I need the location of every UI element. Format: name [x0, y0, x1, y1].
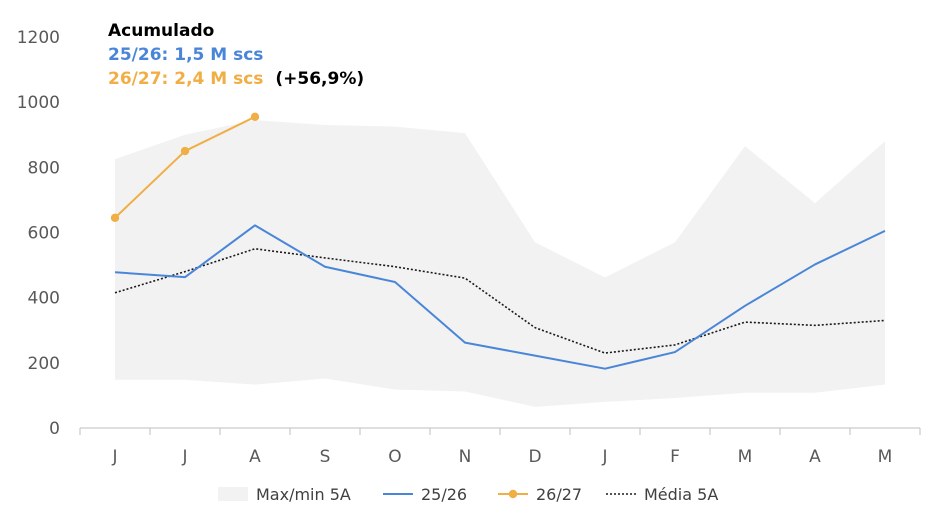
x-tick-label: O — [388, 447, 401, 467]
point-2627 — [180, 146, 190, 156]
legend-label-2627: 26/27 — [536, 485, 582, 504]
series-line-2526 — [114, 224, 886, 370]
x-tick-label: F — [670, 447, 680, 467]
point-2627 — [110, 213, 120, 223]
legend: Max/min 5A 25/26 26/27 Média 5A — [218, 485, 718, 504]
legend-marker-2627 — [508, 489, 518, 499]
accumulated-annotation: Acumulado 25/26: 1,5 M scs 26/27: 2,4 M … — [108, 21, 364, 89]
legend-label-band: Max/min 5A — [256, 485, 351, 504]
point-2627 — [250, 112, 260, 122]
x-tick-label: M — [878, 447, 893, 467]
x-tick-label: M — [738, 447, 753, 467]
y-tick-label: 400 — [28, 289, 60, 309]
x-tick-label: N — [459, 447, 472, 467]
annotation-percent: (+56,9%) — [275, 69, 364, 89]
y-tick-label: 0 — [49, 419, 60, 439]
x-tick-label: J — [111, 447, 117, 467]
legend-label-media-5a: Média 5A — [644, 485, 718, 504]
legend-label-2526: 25/26 — [421, 485, 467, 504]
y-tick-label: 800 — [28, 158, 60, 178]
y-tick-label: 1000 — [17, 93, 60, 113]
series-line-media-5a — [114, 247, 886, 354]
y-tick-label: 1200 — [17, 28, 60, 48]
annotation-2526: 25/26: 1,5 M scs — [108, 45, 263, 65]
x-tick-label: S — [320, 447, 331, 467]
annotation-2627-line: 26/27: 2,4 M scs (+56,9%) — [108, 69, 364, 89]
x-tick-label: A — [249, 447, 261, 467]
x-tick-label: D — [528, 447, 541, 467]
x-tick-label: A — [809, 447, 821, 467]
band-max-min-5a — [115, 120, 885, 407]
legend-swatch-band — [218, 487, 248, 501]
x-tick-label: J — [181, 447, 187, 467]
annotation-2627: 26/27: 2,4 M scs — [108, 69, 263, 89]
y-tick-label: 600 — [28, 224, 60, 244]
annotation-title: Acumulado — [108, 21, 214, 41]
x-tick-label: J — [601, 447, 607, 467]
y-tick-label: 200 — [28, 354, 60, 374]
